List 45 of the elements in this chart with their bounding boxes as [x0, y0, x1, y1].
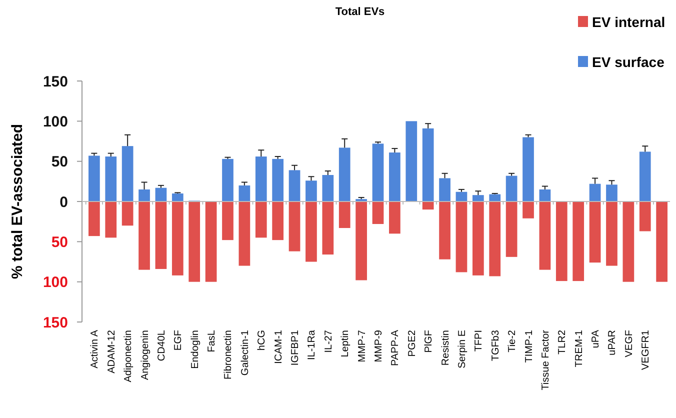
x-tick-label: TLR2: [557, 330, 568, 354]
x-tick-label: PlGF: [424, 330, 435, 353]
y-tick-label: 150: [42, 73, 68, 90]
y-axis-title: % total EV-associated: [9, 124, 26, 280]
y-tick-label: 50: [51, 154, 68, 171]
x-tick-label: uPA: [590, 330, 602, 348]
legend-label: EV internal: [592, 14, 666, 30]
y-tick-label: 100: [42, 274, 68, 292]
x-tick-label: TREM-1: [574, 330, 585, 368]
x-tick-label: FasL: [206, 330, 218, 352]
y-tick-label: 150: [42, 314, 68, 332]
x-tick-label: Adiponectin: [123, 330, 134, 382]
x-tick-label: VEGFR1: [640, 330, 652, 370]
y-tick-label: 50: [51, 234, 68, 251]
x-tick-label: Endoglin: [190, 330, 201, 369]
x-tick-label: Serpin E: [456, 330, 468, 368]
x-tick-label: PGE2: [406, 330, 418, 357]
x-tick-label: MMP-7: [356, 330, 368, 362]
legend-label: EV surface: [592, 54, 665, 70]
x-tick-label: uPAR: [607, 330, 618, 356]
x-tick-label: Tissue Factor: [540, 329, 552, 390]
x-tick-label: VEGF: [624, 330, 635, 358]
x-tick-label: TFPI: [474, 330, 485, 352]
x-tick-label: Fibronectin: [223, 330, 234, 380]
x-tick-label: IL-27: [323, 330, 334, 353]
x-tick-label: IL-1Ra: [306, 330, 318, 360]
x-tick-label: ADAM-12: [106, 330, 118, 374]
x-tick-label: Angiogenin: [140, 330, 151, 380]
x-tick-label: TGFb3: [490, 330, 502, 362]
x-tick-label: Leptin: [340, 330, 352, 358]
x-tick-label: Activin A: [90, 330, 101, 368]
x-tick-label: ICAM-1: [273, 330, 284, 364]
x-tick-label: CD40L: [156, 330, 168, 362]
x-tick-label: hCG: [256, 330, 268, 351]
chart-title: Total EVs: [335, 6, 385, 18]
x-tick-label: EGF: [173, 330, 184, 351]
x-tick-label: Galectin-1: [240, 330, 251, 376]
x-tick-label: PAPP-A: [390, 330, 402, 366]
x-tick-label: MMP-9: [374, 330, 384, 362]
y-tick-label: 100: [42, 113, 68, 130]
x-tick-label: Resistin: [440, 330, 452, 366]
x-tick-label: Tie-2: [507, 330, 518, 352]
y-tick-label: 0: [60, 194, 68, 211]
x-tick-label: IGFBP1: [290, 330, 302, 366]
x-tick-label: TIMP-1: [524, 330, 535, 363]
